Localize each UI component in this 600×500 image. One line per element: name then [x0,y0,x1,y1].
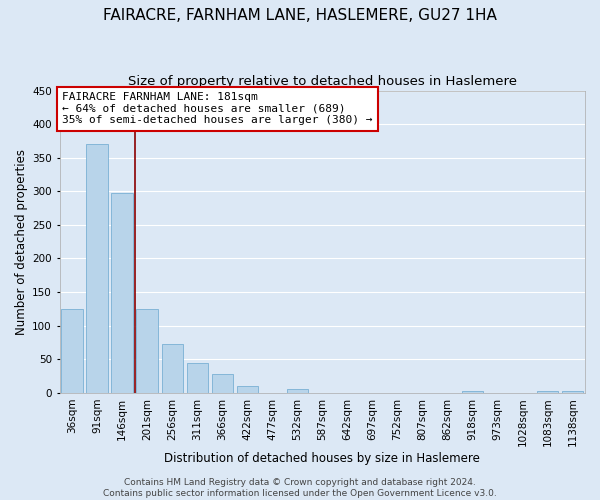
Bar [187,364,208,393]
Bar [212,374,233,393]
Text: Contains HM Land Registry data © Crown copyright and database right 2024.
Contai: Contains HM Land Registry data © Crown c… [103,478,497,498]
Bar [86,144,108,393]
Bar [462,392,483,393]
Bar [537,392,558,393]
Bar [161,344,183,393]
Y-axis label: Number of detached properties: Number of detached properties [15,148,28,334]
Bar [112,192,133,393]
Bar [136,309,158,393]
X-axis label: Distribution of detached houses by size in Haslemere: Distribution of detached houses by size … [164,452,480,465]
Text: FAIRACRE FARNHAM LANE: 181sqm
← 64% of detached houses are smaller (689)
35% of : FAIRACRE FARNHAM LANE: 181sqm ← 64% of d… [62,92,373,126]
Bar [562,392,583,393]
Bar [61,309,83,393]
Title: Size of property relative to detached houses in Haslemere: Size of property relative to detached ho… [128,75,517,88]
Text: FAIRACRE, FARNHAM LANE, HASLEMERE, GU27 1HA: FAIRACRE, FARNHAM LANE, HASLEMERE, GU27 … [103,8,497,22]
Bar [287,390,308,393]
Bar [236,386,258,393]
